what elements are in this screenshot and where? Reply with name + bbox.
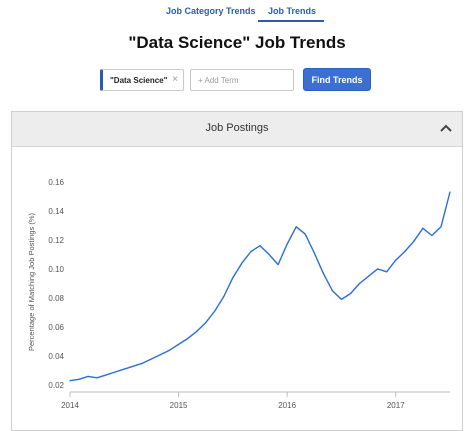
data-point bbox=[168, 349, 171, 351]
data-point bbox=[349, 293, 352, 295]
data-point bbox=[159, 354, 162, 356]
y-tick-label: 0.16 bbox=[48, 178, 64, 187]
y-tick-label: 0.04 bbox=[48, 352, 64, 361]
y-tick-label: 0.02 bbox=[48, 381, 64, 390]
data-point bbox=[377, 268, 379, 270]
data-point bbox=[340, 298, 343, 301]
find-trends-button[interactable]: Find Trends bbox=[303, 68, 371, 91]
data-point bbox=[177, 343, 180, 346]
data-point bbox=[358, 282, 361, 285]
active-tab-indicator bbox=[258, 20, 324, 22]
data-point bbox=[449, 191, 451, 193]
data-point bbox=[141, 362, 143, 364]
data-point bbox=[114, 371, 116, 373]
series-line bbox=[69, 191, 451, 382]
x-tick-label: 2014 bbox=[61, 401, 79, 410]
data-point bbox=[132, 365, 134, 367]
data-point bbox=[187, 338, 189, 340]
y-tick-label: 0.10 bbox=[48, 265, 64, 274]
data-point bbox=[105, 374, 107, 376]
data-point bbox=[259, 245, 261, 247]
search-term-label: "Data Science" bbox=[110, 76, 168, 85]
data-point bbox=[295, 226, 297, 228]
data-point bbox=[96, 377, 98, 379]
data-point bbox=[150, 358, 153, 360]
data-point bbox=[87, 375, 89, 377]
panel-title: Job Postings bbox=[205, 122, 269, 134]
data-point bbox=[313, 252, 315, 254]
chevron-up-icon[interactable] bbox=[438, 120, 454, 136]
data-point bbox=[78, 378, 80, 380]
y-tick-label: 0.14 bbox=[48, 207, 64, 216]
data-point bbox=[322, 272, 324, 274]
x-tick-label: 2017 bbox=[387, 401, 405, 410]
data-point bbox=[205, 322, 207, 324]
data-point bbox=[232, 277, 234, 279]
x-tick-label: 2015 bbox=[170, 401, 188, 410]
data-point bbox=[277, 263, 279, 266]
x-tick-label: 2016 bbox=[278, 401, 296, 410]
y-tick-label: 0.08 bbox=[48, 294, 64, 303]
data-point bbox=[214, 310, 216, 312]
add-term-input[interactable] bbox=[190, 69, 294, 91]
panel-header: Job Postings bbox=[12, 112, 462, 147]
y-axis-label: Percentage of Matching Job Postings (%) bbox=[27, 213, 36, 351]
data-point bbox=[268, 253, 270, 256]
tab-job-trends[interactable]: Job Trends bbox=[268, 6, 317, 16]
data-point bbox=[413, 240, 415, 242]
data-point bbox=[196, 330, 198, 332]
data-point bbox=[123, 368, 125, 370]
data-point bbox=[431, 234, 433, 237]
data-point bbox=[69, 380, 71, 382]
trend-tabs: Job Category Trends Job Trends bbox=[0, 0, 474, 24]
close-icon[interactable]: × bbox=[172, 74, 178, 85]
tab-job-category-trends[interactable]: Job Category Trends bbox=[166, 6, 256, 16]
page-title: "Data Science" Job Trends bbox=[128, 33, 346, 52]
y-tick-label: 0.12 bbox=[48, 236, 64, 245]
data-point bbox=[331, 290, 333, 292]
data-point bbox=[404, 250, 406, 253]
data-point bbox=[241, 262, 243, 264]
data-point bbox=[440, 226, 442, 228]
data-point bbox=[395, 259, 397, 261]
job-postings-panel: Job Postings 0.02 0.04 0.06 0.08 0.10 0.12 0.1… bbox=[11, 111, 463, 431]
data-point bbox=[250, 250, 252, 253]
data-point bbox=[367, 275, 370, 277]
job-postings-chart: 0.02 0.04 0.06 0.08 0.10 0.12 0.14 0.16 2014 2015… bbox=[27, 178, 451, 410]
search-term-chip[interactable]: "Data Science" × bbox=[100, 69, 184, 91]
data-point bbox=[304, 233, 306, 235]
data-point bbox=[286, 243, 288, 245]
data-point bbox=[223, 295, 225, 298]
data-point bbox=[422, 227, 424, 229]
y-tick-label: 0.06 bbox=[48, 323, 64, 332]
data-point bbox=[386, 271, 388, 273]
